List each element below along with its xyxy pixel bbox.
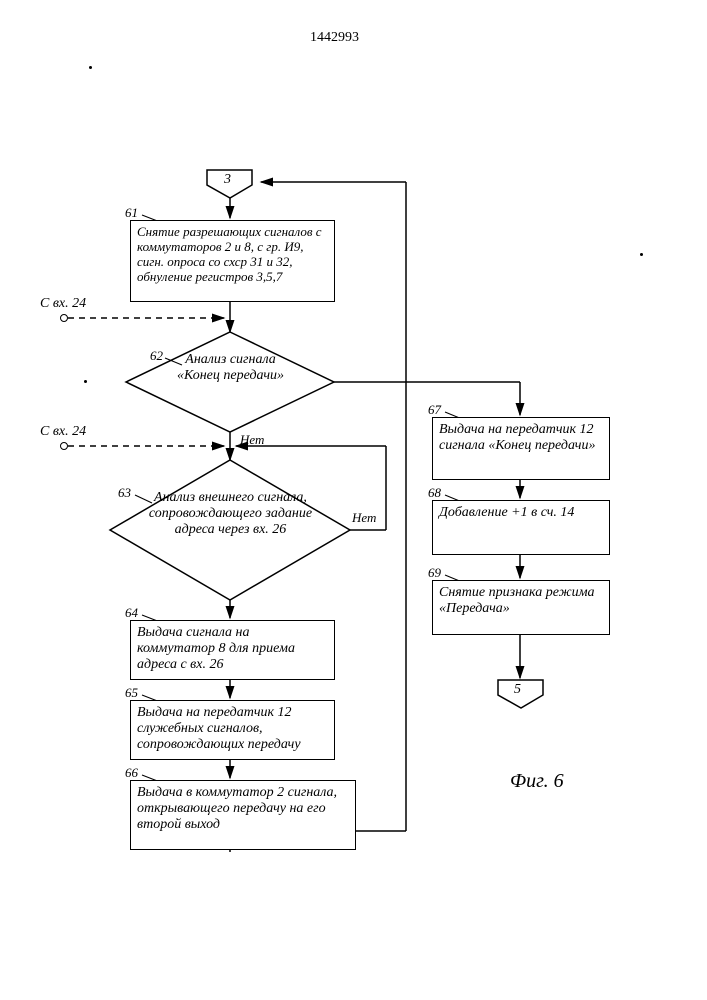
node-66-num: 66: [125, 765, 138, 781]
node-68-num: 68: [428, 485, 441, 501]
noise-dot: [84, 380, 87, 383]
node-65-num: 65: [125, 685, 138, 701]
node-63-no: Нет: [352, 510, 376, 526]
node-66: Выдача в коммутатор 2 сигнала, открывающ…: [130, 780, 356, 850]
input-2-label: С вх. 24: [40, 424, 86, 440]
node-68: Добавление +1 в сч. 14: [432, 500, 610, 555]
node-69-num: 69: [428, 565, 441, 581]
connector-top-label: 3: [224, 172, 231, 188]
noise-dot: [640, 253, 643, 256]
node-62-num: 62: [150, 348, 163, 364]
node-64: Выдача сигнала на коммутатор 8 для прием…: [130, 620, 335, 680]
input-2-terminal: [60, 442, 68, 450]
node-64-num: 64: [125, 605, 138, 621]
input-1-label: С вх. 24: [40, 296, 86, 312]
noise-dot: [89, 66, 92, 69]
node-67-num: 67: [428, 402, 441, 418]
node-61-num: 61: [125, 205, 138, 221]
node-65: Выдача на передатчик 12 служебных сигнал…: [130, 700, 335, 760]
connector-bottom-label: 5: [514, 682, 521, 698]
node-63-num: 63: [118, 485, 131, 501]
node-69: Снятие признака режима «Передача»: [432, 580, 610, 635]
node-67: Выдача на передатчик 12 сигнала «Конец п…: [432, 417, 610, 480]
node-61: Снятие разрешающих сигналов с коммутатор…: [130, 220, 335, 302]
input-1-terminal: [60, 314, 68, 322]
node-62-no: Нет: [240, 432, 264, 448]
figure-caption: Фиг. 6: [510, 770, 564, 793]
